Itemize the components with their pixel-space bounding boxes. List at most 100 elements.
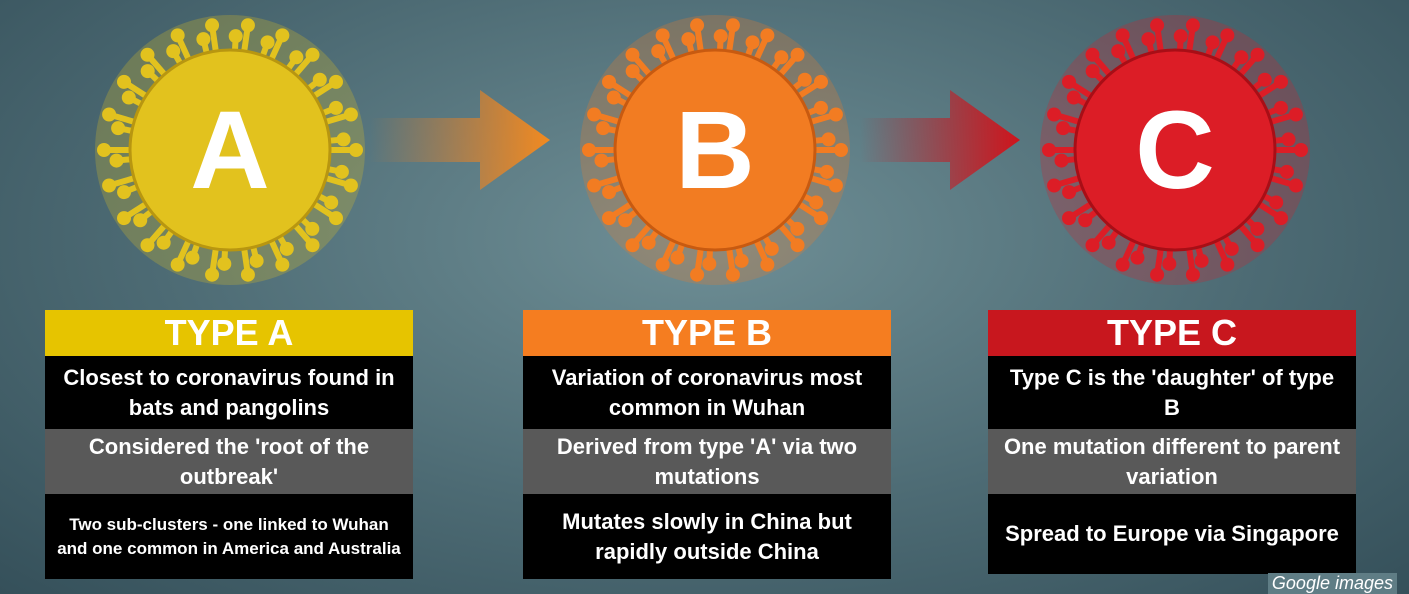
spike-tip bbox=[814, 211, 828, 225]
spike-tip bbox=[1258, 73, 1272, 87]
spike-tip bbox=[587, 108, 601, 122]
spike-tip bbox=[205, 18, 219, 32]
spike-tip bbox=[109, 154, 123, 168]
spike-tip bbox=[1274, 75, 1288, 89]
spike-tip bbox=[1206, 35, 1220, 49]
panel-title: TYPE B bbox=[523, 310, 891, 356]
spike-tip bbox=[587, 178, 601, 192]
spike-tip bbox=[166, 44, 180, 58]
spike-tip bbox=[829, 178, 843, 192]
spike-tip bbox=[681, 32, 695, 46]
panel-title: TYPE C bbox=[988, 310, 1356, 356]
spike-tip bbox=[205, 268, 219, 282]
spike-tip bbox=[1174, 29, 1188, 43]
spike-tip bbox=[1056, 121, 1070, 135]
spike-tip bbox=[1102, 236, 1116, 250]
panel-row: One mutation different to parent variati… bbox=[988, 429, 1356, 494]
spike-tip bbox=[157, 236, 171, 250]
spike-tip bbox=[1225, 242, 1239, 256]
panel-row: Derived from type 'A' via two mutations bbox=[523, 429, 891, 494]
virus-letter: C bbox=[1135, 89, 1214, 212]
arrow bbox=[370, 90, 550, 190]
spike-tip bbox=[1111, 44, 1125, 58]
spike-tip bbox=[670, 251, 684, 265]
panel-title: TYPE A bbox=[45, 310, 413, 356]
spike-tip bbox=[656, 258, 670, 272]
virus: A bbox=[95, 15, 365, 285]
virus: C bbox=[1040, 15, 1310, 285]
spike-tip bbox=[765, 242, 779, 256]
spike-tip bbox=[774, 50, 788, 64]
spike-tip bbox=[305, 222, 319, 236]
spike-tip bbox=[1085, 238, 1099, 252]
spike-tip bbox=[651, 44, 665, 58]
virus-letter: A bbox=[190, 89, 269, 212]
spike-tip bbox=[1047, 178, 1061, 192]
spike-tip bbox=[596, 121, 610, 135]
spike-tip bbox=[798, 73, 812, 87]
spike-tip bbox=[690, 18, 704, 32]
spike-tip bbox=[1150, 268, 1164, 282]
spike-tip bbox=[1042, 143, 1056, 157]
spike-tip bbox=[790, 222, 804, 236]
spike-tip bbox=[313, 73, 327, 87]
spike-tip bbox=[229, 29, 243, 43]
spike-tip bbox=[261, 35, 275, 49]
spike-tip bbox=[140, 238, 154, 252]
spike-tip bbox=[1195, 254, 1209, 268]
spike-tip bbox=[607, 91, 621, 105]
spike-tip bbox=[241, 268, 255, 282]
spike-tip bbox=[289, 50, 303, 64]
spike-tip bbox=[117, 211, 131, 225]
spike-tip bbox=[140, 48, 154, 62]
panel-row: Closest to coronavirus found in bats and… bbox=[45, 356, 413, 429]
spike-tip bbox=[642, 236, 656, 250]
spike-tip bbox=[1186, 18, 1200, 32]
spike-tip bbox=[1186, 268, 1200, 282]
spike-tip bbox=[625, 48, 639, 62]
spike-tip bbox=[349, 143, 363, 157]
spike-tip bbox=[735, 254, 749, 268]
spike-tip bbox=[250, 254, 264, 268]
spike-tip bbox=[1086, 64, 1100, 78]
spike-tip bbox=[594, 154, 608, 168]
spike-tip bbox=[1116, 28, 1130, 42]
spike-tip bbox=[618, 213, 632, 227]
spike-tip bbox=[1251, 48, 1265, 62]
spike-tip bbox=[1289, 108, 1303, 122]
spike-tip bbox=[726, 268, 740, 282]
spike-tip bbox=[656, 28, 670, 42]
spike-tip bbox=[275, 258, 289, 272]
panel-row: Type C is the 'daughter' of type B bbox=[988, 356, 1356, 429]
spike-tip bbox=[306, 238, 320, 252]
spike-tip bbox=[335, 165, 349, 179]
spike-tip bbox=[329, 211, 343, 225]
spike-tip bbox=[171, 258, 185, 272]
spike-tip bbox=[1220, 28, 1234, 42]
panel-row: Variation of coronavirus most common in … bbox=[523, 356, 891, 429]
spike-tip bbox=[1250, 222, 1264, 236]
spike-tip bbox=[1141, 32, 1155, 46]
spike-tip bbox=[241, 18, 255, 32]
spike-tip bbox=[1085, 48, 1099, 62]
spike-tip bbox=[1289, 178, 1303, 192]
spike-tip bbox=[1078, 213, 1092, 227]
spike-tip bbox=[1234, 50, 1248, 64]
spike-tip bbox=[626, 64, 640, 78]
spike-tip bbox=[625, 238, 639, 252]
spike-tip bbox=[329, 75, 343, 89]
spike-tip bbox=[1269, 195, 1283, 209]
spike-tip bbox=[1251, 238, 1265, 252]
panel-row: Spread to Europe via Singapore bbox=[988, 494, 1356, 574]
spike-tip bbox=[814, 75, 828, 89]
spike-tip bbox=[1294, 143, 1308, 157]
panel-row: Mutates slowly in China but rapidly outs… bbox=[523, 494, 891, 579]
spike-tip bbox=[582, 143, 596, 157]
spike-tip bbox=[726, 18, 740, 32]
spike-tip bbox=[1116, 258, 1130, 272]
spike-tip bbox=[1062, 75, 1076, 89]
